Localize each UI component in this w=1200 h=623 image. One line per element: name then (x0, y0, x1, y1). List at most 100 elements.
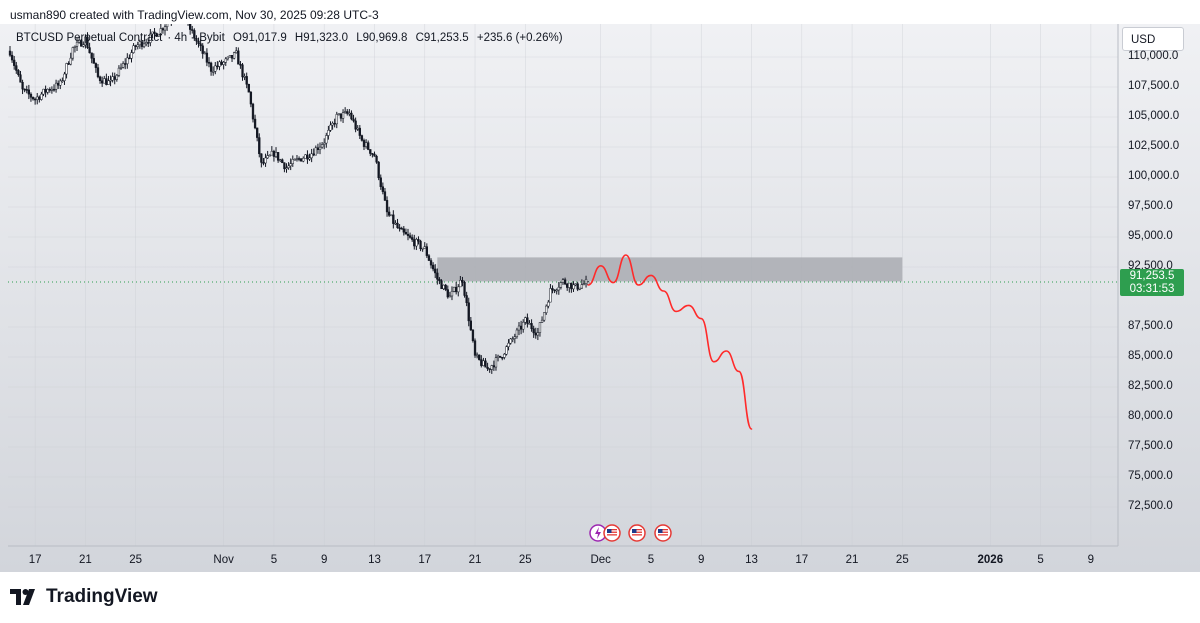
candle-down[interactable] (375, 155, 378, 163)
candle-down[interactable] (333, 122, 336, 125)
projection-drawing[interactable] (587, 254, 753, 430)
candle-down[interactable] (253, 118, 257, 129)
candle-down[interactable] (17, 70, 20, 75)
candle-down[interactable] (465, 295, 468, 303)
candle-down[interactable] (312, 153, 315, 156)
candle-down[interactable] (492, 365, 496, 368)
candle-down[interactable] (239, 63, 242, 66)
candle-down[interactable] (230, 55, 234, 59)
candle-up[interactable] (287, 165, 290, 168)
candle-up[interactable] (584, 279, 588, 284)
candle-up[interactable] (270, 150, 273, 156)
candle-up[interactable] (142, 43, 146, 47)
candle-up[interactable] (505, 346, 508, 355)
candle-up[interactable] (115, 75, 118, 80)
candle-up[interactable] (308, 157, 311, 160)
us-flag-event-icon[interactable] (628, 524, 646, 542)
candle-down[interactable] (105, 78, 108, 85)
candle-down[interactable] (530, 323, 533, 329)
candle-down[interactable] (532, 328, 535, 334)
candle-up[interactable] (528, 323, 531, 325)
candle-up[interactable] (224, 58, 227, 63)
candle-down[interactable] (526, 317, 529, 324)
candle-up[interactable] (394, 222, 397, 225)
candle-up[interactable] (515, 329, 519, 338)
candle-down[interactable] (251, 103, 255, 120)
candle-down[interactable] (256, 127, 259, 138)
candle-up[interactable] (524, 317, 527, 323)
candle-down[interactable] (209, 62, 213, 72)
candle-up[interactable] (522, 321, 525, 330)
candle-down[interactable] (199, 43, 202, 47)
candle-down[interactable] (258, 137, 261, 155)
candle-up[interactable] (507, 342, 510, 347)
candle-up[interactable] (302, 157, 305, 162)
candle-down[interactable] (201, 45, 204, 54)
candle-up[interactable] (132, 45, 135, 53)
candle-down[interactable] (339, 113, 343, 119)
candle-down[interactable] (350, 112, 353, 120)
candle-up[interactable] (549, 288, 552, 303)
candle-down[interactable] (247, 84, 250, 93)
candle-down[interactable] (499, 355, 502, 358)
candle-down[interactable] (434, 268, 437, 274)
candle-up[interactable] (46, 89, 49, 93)
resistance-zone[interactable] (437, 257, 903, 282)
candle-up[interactable] (291, 159, 294, 164)
candle-up[interactable] (545, 305, 548, 313)
candle-down[interactable] (155, 33, 158, 37)
candle-down[interactable] (417, 239, 420, 242)
candle-down[interactable] (25, 89, 28, 91)
candle-down[interactable] (52, 88, 56, 91)
candle-down[interactable] (101, 80, 104, 84)
candle-up[interactable] (121, 63, 125, 68)
candle-down[interactable] (367, 142, 370, 150)
candle-up[interactable] (341, 112, 345, 119)
candle-down[interactable] (373, 153, 376, 157)
candle-up[interactable] (212, 71, 215, 73)
candle-up[interactable] (452, 286, 456, 292)
candle-up[interactable] (36, 96, 39, 100)
candle-up[interactable] (496, 355, 500, 358)
candle-up[interactable] (266, 155, 269, 159)
candle-up[interactable] (457, 286, 460, 293)
candle-down[interactable] (67, 63, 70, 65)
candle-down[interactable] (281, 159, 284, 164)
candle-down[interactable] (188, 24, 192, 30)
candle-up[interactable] (293, 159, 297, 161)
candle-down[interactable] (431, 264, 435, 270)
candle-down[interactable] (23, 88, 26, 91)
candle-down[interactable] (13, 59, 16, 66)
candle-up[interactable] (73, 45, 77, 48)
chart-plot[interactable] (0, 24, 1200, 572)
candle-down[interactable] (383, 191, 387, 201)
candle-up[interactable] (222, 62, 225, 65)
candle-down[interactable] (534, 332, 537, 336)
us-flag-event-icon[interactable] (603, 524, 621, 542)
candle-down[interactable] (38, 96, 41, 100)
candle-up[interactable] (82, 44, 85, 47)
candle-down[interactable] (272, 150, 276, 157)
candle-up[interactable] (145, 42, 148, 45)
candle-down[interactable] (484, 360, 487, 368)
candle-up[interactable] (542, 312, 546, 321)
candle-up[interactable] (356, 127, 359, 130)
candle-down[interactable] (358, 127, 361, 136)
candle-up[interactable] (77, 40, 81, 43)
candle-up[interactable] (228, 55, 232, 58)
candle-up[interactable] (442, 284, 445, 290)
candle-up[interactable] (103, 78, 106, 84)
candle-down[interactable] (86, 36, 89, 48)
candle-down[interactable] (88, 47, 91, 54)
candle-down[interactable] (438, 279, 441, 282)
candle-up[interactable] (285, 167, 288, 170)
candle-down[interactable] (408, 235, 412, 238)
candle-down[interactable] (413, 239, 416, 247)
candle-down[interactable] (576, 283, 579, 290)
candle-up[interactable] (582, 283, 586, 285)
candle-down[interactable] (220, 61, 223, 65)
candle-down[interactable] (411, 237, 414, 240)
candle-up[interactable] (138, 41, 142, 46)
candle-up[interactable] (40, 93, 43, 100)
candle-down[interactable] (48, 89, 51, 91)
